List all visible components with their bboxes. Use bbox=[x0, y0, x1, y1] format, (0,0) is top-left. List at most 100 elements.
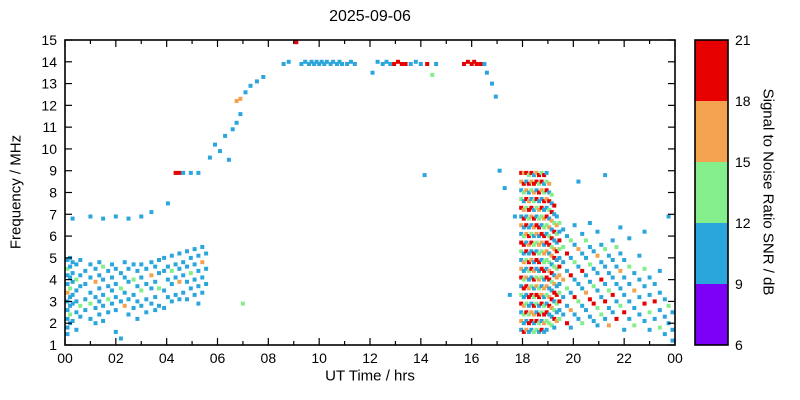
data-point bbox=[542, 295, 547, 300]
data-point bbox=[188, 170, 193, 175]
y-tick-label: 6 bbox=[49, 228, 57, 244]
data-point bbox=[521, 225, 526, 230]
y-tick-label: 13 bbox=[41, 76, 57, 92]
data-point bbox=[622, 275, 627, 280]
y-tick-label: 1 bbox=[49, 337, 57, 353]
data-point bbox=[542, 268, 547, 273]
data-point bbox=[529, 188, 534, 193]
data-point bbox=[531, 329, 536, 334]
data-point bbox=[188, 286, 193, 291]
data-point bbox=[534, 284, 539, 289]
data-point bbox=[70, 279, 75, 284]
colorbar-tick-label: 9 bbox=[735, 276, 743, 292]
data-point bbox=[544, 284, 549, 289]
data-point bbox=[135, 299, 140, 304]
data-point bbox=[539, 214, 544, 219]
data-point bbox=[122, 275, 127, 280]
colorbar-band bbox=[695, 101, 728, 162]
data-point bbox=[547, 295, 552, 300]
data-point bbox=[101, 264, 106, 269]
data-point bbox=[519, 258, 524, 262]
data-point bbox=[418, 62, 423, 66]
data-point bbox=[78, 258, 83, 262]
data-point bbox=[68, 286, 73, 291]
data-point bbox=[549, 227, 554, 232]
data-point bbox=[135, 268, 140, 273]
data-point bbox=[554, 249, 559, 254]
data-point bbox=[599, 295, 604, 300]
data-point bbox=[549, 288, 554, 293]
data-point bbox=[544, 188, 549, 193]
data-point bbox=[587, 297, 592, 302]
data-point bbox=[83, 308, 88, 313]
x-axis-ticks: 00 02 04 06 08 10 12 14 16 18 20 22 00 bbox=[57, 40, 683, 366]
data-point bbox=[627, 236, 632, 241]
data-point bbox=[173, 292, 178, 297]
data-point bbox=[521, 268, 526, 273]
data-point bbox=[539, 310, 544, 315]
data-point bbox=[547, 312, 552, 317]
data-point bbox=[531, 173, 536, 178]
data-point bbox=[606, 306, 611, 310]
data-point bbox=[113, 266, 118, 271]
data-point bbox=[531, 190, 536, 195]
data-point bbox=[65, 258, 70, 262]
data-point bbox=[521, 181, 526, 186]
data-point bbox=[153, 308, 158, 313]
data-point bbox=[524, 258, 529, 262]
data-point bbox=[526, 216, 531, 221]
data-point bbox=[662, 314, 667, 319]
data-point bbox=[110, 288, 114, 293]
data-point bbox=[552, 264, 557, 269]
data-point bbox=[113, 282, 118, 286]
data-point bbox=[599, 277, 604, 282]
data-point bbox=[173, 275, 178, 280]
data-point bbox=[554, 301, 559, 306]
data-point bbox=[610, 292, 615, 297]
data-point bbox=[662, 297, 667, 302]
data-point bbox=[74, 277, 79, 282]
data-point bbox=[580, 303, 585, 308]
data-point bbox=[529, 292, 534, 297]
data-point bbox=[529, 170, 534, 175]
data-point bbox=[207, 155, 212, 160]
data-point bbox=[547, 242, 552, 247]
data-point bbox=[519, 327, 524, 332]
data-point bbox=[542, 329, 547, 334]
data-point bbox=[110, 275, 114, 280]
y-tick-label: 8 bbox=[49, 185, 57, 201]
data-point bbox=[157, 258, 161, 262]
data-point bbox=[512, 214, 517, 219]
data-point bbox=[544, 179, 549, 184]
data-point bbox=[565, 286, 569, 291]
data-point bbox=[537, 199, 541, 204]
data-point bbox=[126, 297, 131, 302]
data-point bbox=[580, 321, 585, 326]
data-point bbox=[101, 292, 106, 297]
data-point bbox=[165, 295, 170, 300]
data-point bbox=[185, 279, 189, 284]
data-point bbox=[537, 321, 541, 326]
data-point bbox=[632, 323, 637, 328]
data-point bbox=[552, 290, 557, 295]
data-point bbox=[74, 288, 79, 293]
data-point bbox=[547, 286, 552, 291]
data-point bbox=[101, 319, 106, 323]
data-point bbox=[544, 170, 549, 175]
data-point bbox=[113, 295, 118, 300]
data-point bbox=[529, 266, 534, 271]
data-point bbox=[637, 277, 642, 282]
data-point bbox=[531, 251, 536, 256]
data-point bbox=[169, 253, 174, 258]
data-point bbox=[554, 223, 559, 228]
data-point bbox=[524, 197, 529, 201]
data-point bbox=[549, 314, 554, 319]
data-point bbox=[552, 316, 557, 321]
data-point bbox=[534, 258, 539, 262]
data-point bbox=[576, 282, 581, 286]
data-point bbox=[584, 255, 588, 260]
data-point bbox=[529, 205, 534, 210]
data-point bbox=[580, 286, 585, 291]
data-point bbox=[599, 260, 604, 265]
data-point bbox=[539, 170, 544, 175]
